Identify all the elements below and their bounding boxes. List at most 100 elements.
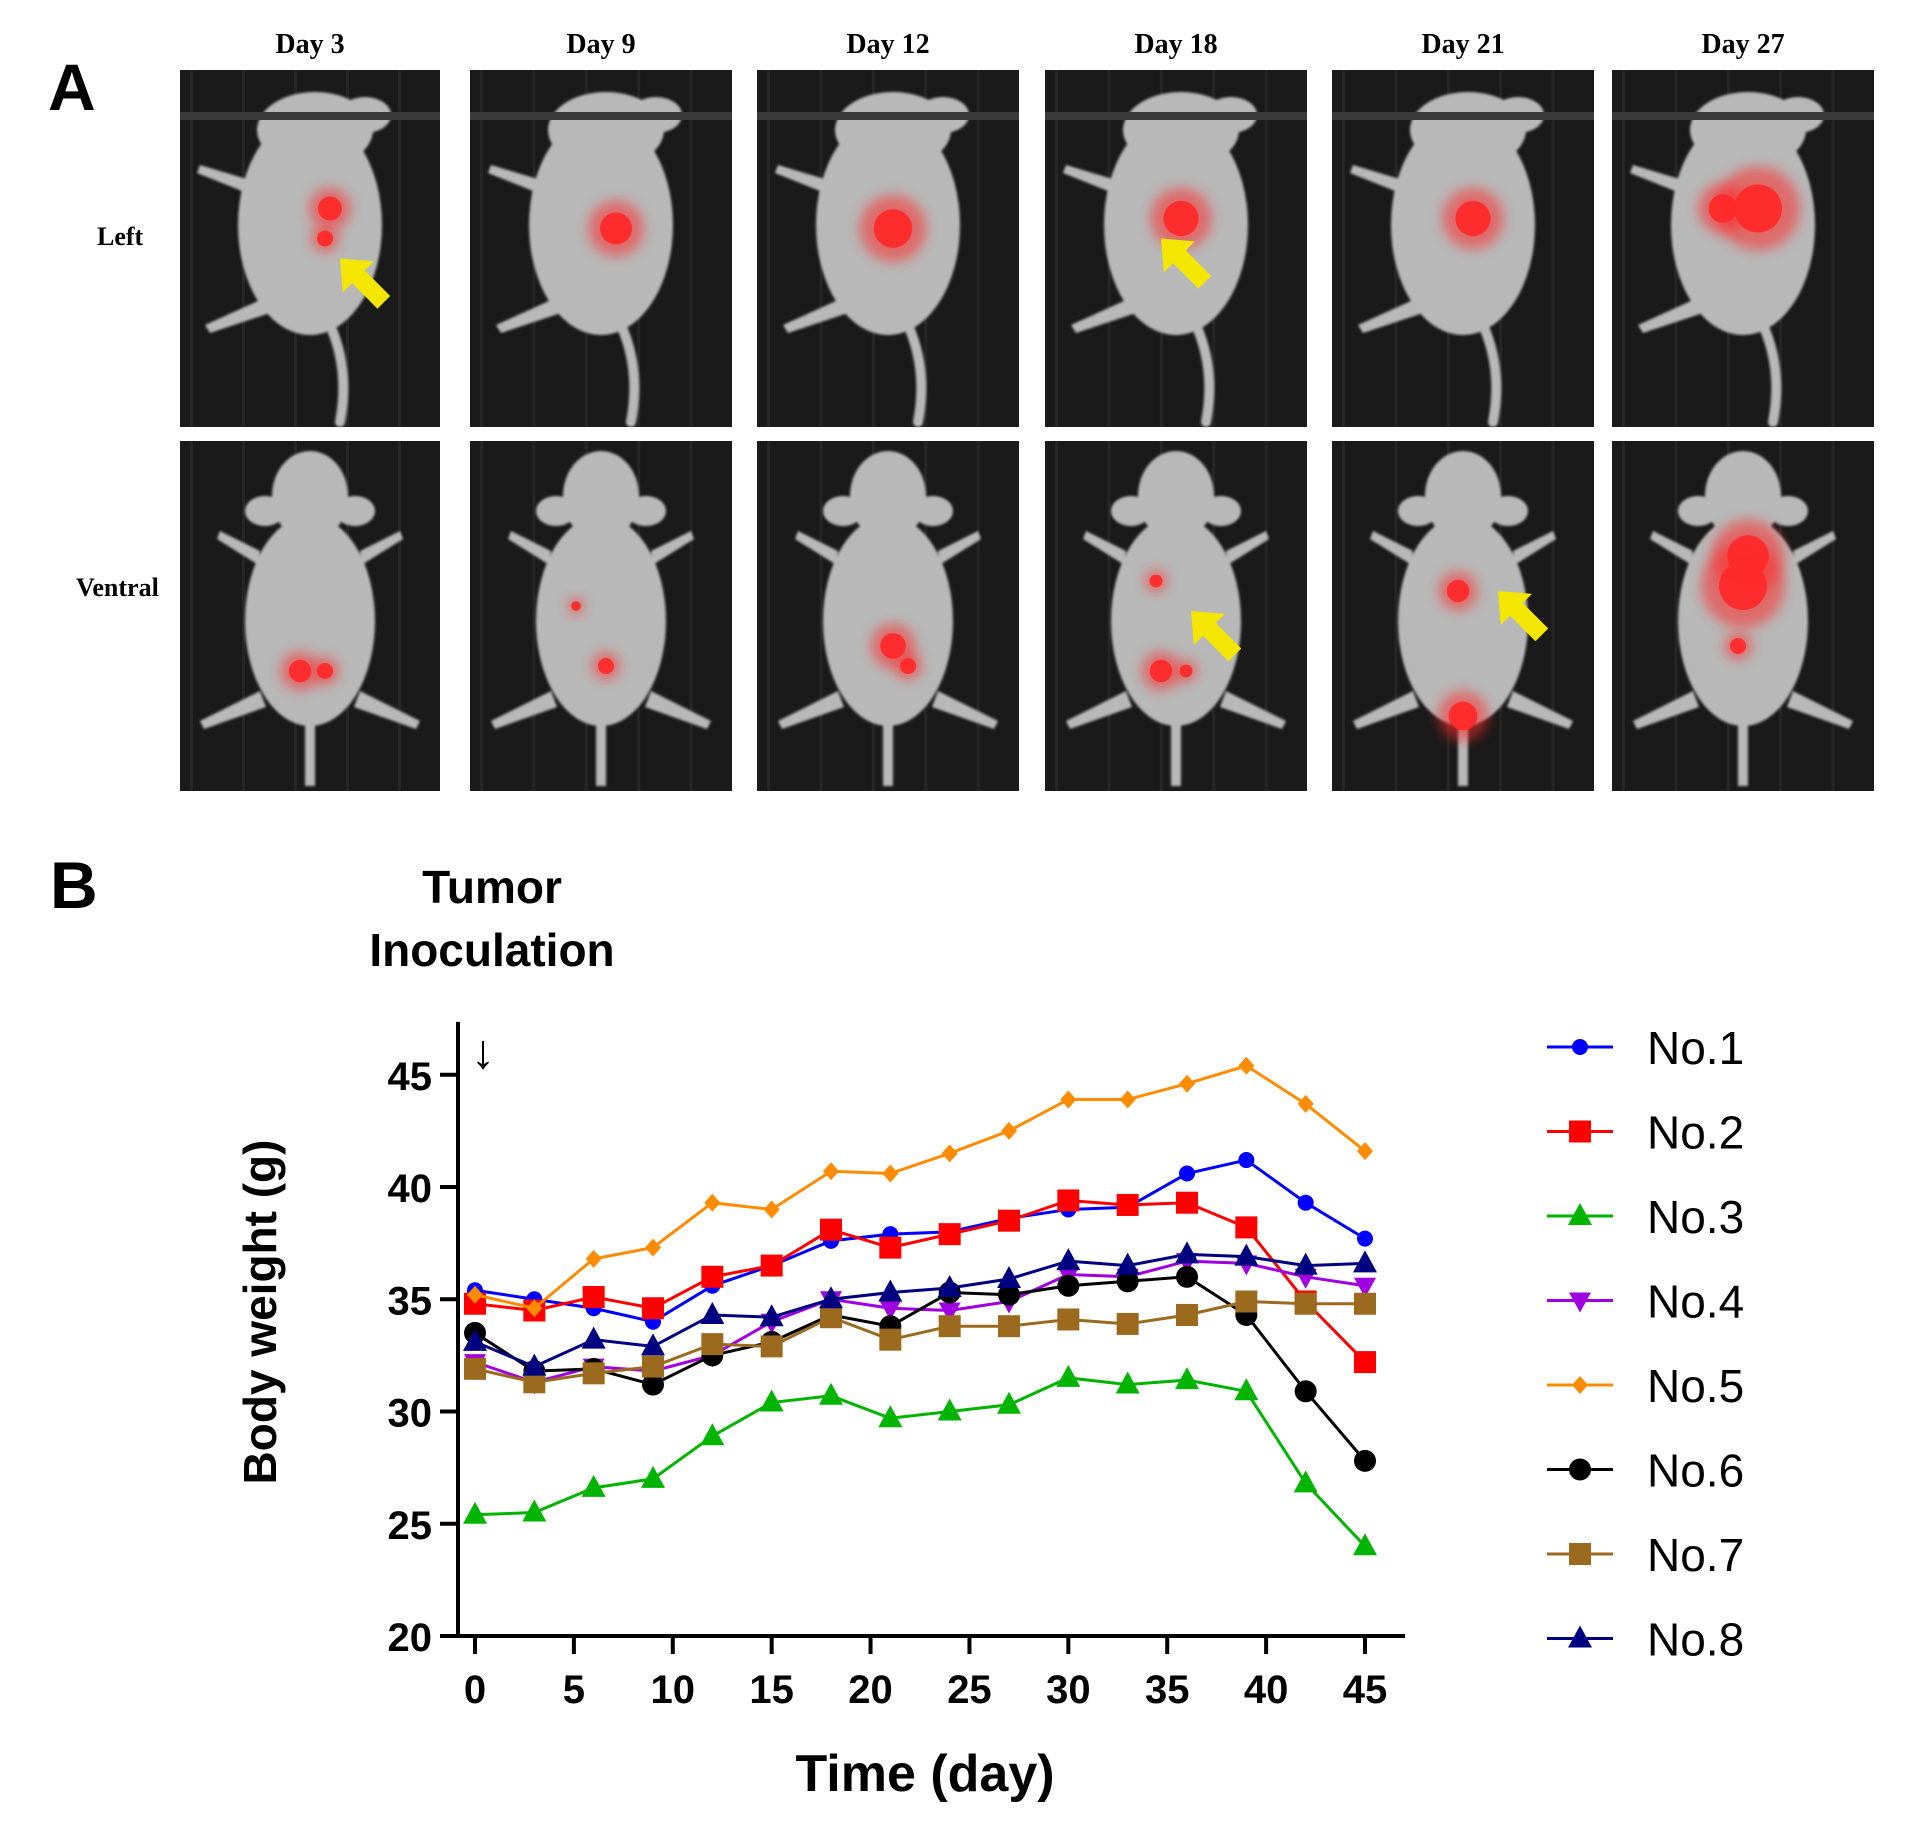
data-point	[763, 1257, 780, 1274]
series-no7	[464, 1290, 1376, 1394]
panel-b-label: B	[50, 848, 98, 922]
chart-axes: 20 25 30 35 40 45 0 5 10 15 20 25 30 35 40 45	[388, 1021, 1405, 1712]
tile-stripe	[689, 441, 693, 791]
tile-stripe	[1551, 70, 1555, 427]
tile-stripe	[398, 70, 401, 427]
mouse	[778, 451, 998, 786]
mouse-tail	[1191, 320, 1215, 427]
signal-spot	[571, 601, 581, 611]
data-point	[642, 1355, 664, 1378]
tile-stripe	[767, 441, 770, 791]
signal-spot	[1734, 184, 1782, 233]
data-point	[1293, 1470, 1318, 1493]
data-point	[879, 1315, 902, 1338]
data-point	[1057, 1266, 1080, 1287]
mouse-leg	[360, 531, 403, 564]
data-point	[1294, 1292, 1317, 1315]
mouse-ear	[536, 496, 576, 526]
tile-stripe	[1342, 441, 1345, 791]
data-point	[523, 1299, 546, 1322]
data-point	[1115, 1252, 1140, 1275]
data-point	[941, 1144, 958, 1163]
day-labels: Day 3 Day 9 Day 12 Day 18 Day 21 Day 27	[275, 29, 1784, 60]
mouse-leg	[217, 531, 260, 564]
mouse-leg	[645, 691, 711, 729]
x-tick-label: 0	[464, 1668, 486, 1712]
data-point	[882, 1226, 899, 1243]
signal-spot	[1448, 701, 1478, 731]
legend-label: No.5	[1647, 1360, 1744, 1412]
legend-label: No.2	[1647, 1107, 1744, 1159]
legend-marker	[1572, 1376, 1588, 1394]
image-tile	[180, 70, 440, 427]
data-point	[763, 1200, 780, 1219]
data-point	[585, 1249, 602, 1268]
data-point	[759, 1389, 784, 1412]
image-tile	[470, 441, 732, 791]
signal-spot	[318, 196, 342, 221]
tile-stripe	[976, 70, 980, 427]
day-label: Day 27	[1701, 29, 1784, 60]
mouse-ear	[1678, 496, 1718, 526]
data-point	[1057, 1308, 1080, 1331]
data-point	[1234, 1378, 1259, 1401]
legend-marker	[1569, 1543, 1591, 1565]
mouse-leg	[200, 691, 266, 729]
data-point	[1060, 1090, 1077, 1109]
x-tick-label: 20	[848, 1668, 893, 1712]
data-point	[585, 1300, 602, 1317]
data-point	[641, 1333, 665, 1356]
series-line	[474, 1198, 1367, 1364]
mouse-leg	[1638, 300, 1703, 333]
mouse-leg	[197, 165, 250, 193]
tile-stripe	[1342, 70, 1345, 427]
data-point	[582, 1286, 605, 1309]
legend-item: No.1	[1547, 1022, 1744, 1074]
series-no1	[467, 1152, 1373, 1330]
legend-item: No.8	[1547, 1614, 1744, 1666]
tile-stripe	[398, 441, 401, 791]
signal-spot	[317, 663, 333, 679]
row-label-ventral: Ventral	[76, 573, 159, 602]
data-point	[1116, 1270, 1139, 1293]
data-point	[701, 1347, 724, 1368]
mouse-leg	[651, 531, 694, 564]
data-point	[1357, 1142, 1373, 1161]
image-tiles	[180, 70, 1874, 791]
data-point	[700, 1301, 725, 1324]
mouse-head	[1138, 451, 1214, 541]
signal-spot	[1730, 638, 1746, 654]
tile-stripe	[976, 441, 980, 791]
yellow-arrow-icon	[1161, 238, 1212, 289]
data-point	[1238, 1056, 1255, 1075]
mouse-leg	[491, 691, 557, 729]
mouse-head	[563, 451, 639, 541]
data-point	[937, 1398, 962, 1421]
mouse-ear	[1201, 496, 1241, 526]
mouse-ear	[335, 496, 375, 526]
data-point	[523, 1360, 546, 1383]
data-point	[1001, 1210, 1017, 1227]
y-tick-label: 35	[388, 1279, 433, 1323]
signal-layer	[280, 166, 1800, 742]
x-tick-label: 5	[563, 1668, 585, 1712]
x-tick-label: 15	[749, 1668, 794, 1712]
signal-spot	[900, 658, 916, 674]
data-point	[701, 1333, 724, 1356]
data-point	[582, 1357, 605, 1380]
data-point	[581, 1326, 606, 1349]
data-point	[463, 1501, 487, 1524]
mouse-head	[1705, 451, 1781, 541]
mouse-tail	[883, 721, 893, 786]
data-point	[464, 1321, 486, 1344]
mouse-leg	[1350, 165, 1403, 193]
data-point	[1235, 1216, 1258, 1239]
data-point	[1354, 1351, 1376, 1374]
data-point	[823, 1232, 839, 1249]
data-point	[1176, 1265, 1198, 1288]
data-point	[1238, 1152, 1255, 1169]
tile-stripe	[819, 441, 823, 791]
data-point	[1294, 1290, 1317, 1313]
tile-stripe	[190, 70, 193, 427]
y-axis-label: Body weight (g)	[234, 1140, 286, 1485]
